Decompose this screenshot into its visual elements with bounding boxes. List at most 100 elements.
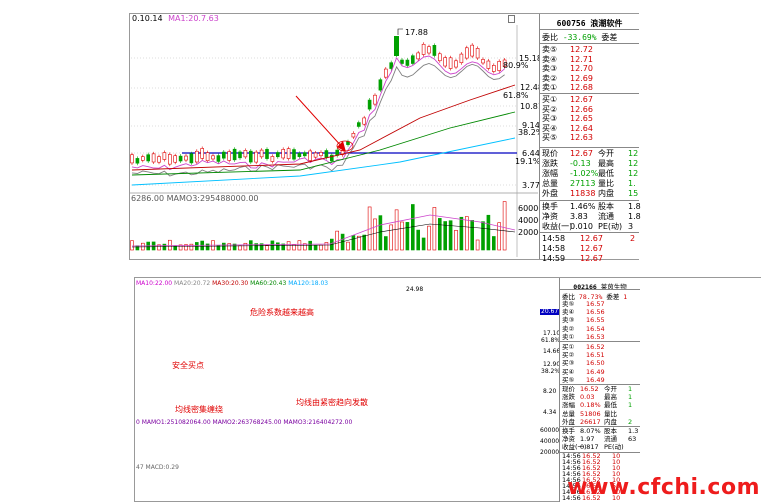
bottom-weicha-value: 1: [623, 293, 628, 301]
bottom-axis-label-6: 8.20: [543, 388, 557, 395]
top-candle: [432, 45, 437, 56]
bottom-tick-price: 16.52: [582, 482, 601, 490]
top-stock-code: 600756: [556, 19, 586, 28]
top-weicha-label: 委差: [601, 33, 618, 42]
top-candle: [184, 155, 188, 161]
top-vol-axis-1: 40000: [518, 216, 544, 225]
top-volume-bar: [319, 244, 323, 251]
bottom-peak-price: 24.98: [406, 286, 424, 293]
top-candle: [265, 148, 269, 159]
top-volume-bar: [502, 201, 507, 251]
bottom-tick-vol: 10: [612, 470, 621, 478]
top-candle: [324, 150, 329, 158]
top-weibi-value: -33.69%: [562, 33, 597, 42]
top-volume-bar: [356, 235, 361, 251]
bottom-stock-code: 002166: [573, 283, 597, 291]
bottom-buy-price: 16.50: [586, 359, 605, 368]
top-volume-bar: [168, 239, 172, 251]
top-candle: [146, 154, 150, 162]
bottom-weibi-value: 78.73%: [578, 293, 603, 301]
top-axis-label-1: 80.9%: [503, 61, 529, 70]
top-candle: [470, 44, 475, 57]
top-stat2-label2: 股本: [598, 202, 614, 211]
top-volume-bar: [475, 239, 480, 251]
top-volume-bar: [157, 244, 161, 251]
top-sell-row: 卖① 12.68: [540, 83, 639, 93]
top-red-circle: [336, 140, 354, 152]
bottom-weibi-label: 委比: [562, 293, 575, 301]
bottom-weicha-label: 委差: [606, 293, 620, 301]
bottom-sell-row: 卖⑤ 16.57: [560, 300, 640, 308]
bottom-tick-vol: 10: [612, 452, 621, 460]
bottom-tick-price: 16.52: [582, 476, 601, 484]
top-candle: [297, 153, 302, 157]
bottom-ma-value-0: MA10:22.00: [136, 280, 173, 287]
bottom-sell-label: 卖③: [562, 316, 575, 325]
bottom-tick-time: 14:56: [562, 464, 581, 472]
top-candle: [270, 156, 275, 162]
top-stat-row: 外盘 11838 内盘 15: [540, 189, 639, 199]
top-volume-bar: [286, 241, 291, 251]
top-candle: [378, 79, 383, 91]
bottom-buy-price: 16.49: [586, 367, 605, 376]
bottom-tick-time: 14:56: [562, 458, 581, 466]
top-axis-label-2: 12.48: [520, 83, 543, 92]
bottom-ma-value-1: MA20:20.72: [174, 280, 211, 287]
bottom-tick-price: 16.52: [582, 494, 601, 502]
top-stat-row: 涨跌 -0.13 最高 12: [540, 159, 639, 169]
top-candle: [383, 68, 388, 78]
top-volume-bar: [249, 240, 253, 251]
top-candle: [205, 152, 210, 162]
top-volume-bar: [410, 204, 415, 251]
bottom-quote-panel: 002166 莱茵生物 委比 78.73% 委差 1 卖⑤ 16.57 卖④ 16.5…: [559, 278, 761, 502]
top-sell-label: 卖③: [542, 64, 558, 74]
top-candle: [157, 156, 161, 163]
top-ma-value-0: 0.10.14: [132, 14, 163, 23]
top-volume-bar: [459, 216, 464, 251]
top-candle: [222, 151, 226, 159]
top-volume-bar: [378, 215, 383, 251]
bottom-vol-axis-2: 20000: [540, 449, 560, 456]
top-volume-bar: [486, 214, 491, 251]
bottom-tick-vol: 10: [612, 494, 621, 502]
annotation-weixian: 危险系数越来越高: [250, 308, 314, 317]
bottom-tick-price: 16.52: [582, 488, 601, 496]
top-volume-bar: [394, 209, 399, 251]
top-stat2-value2: 1.8: [628, 212, 641, 221]
top-buy-row: 买④ 12.64: [540, 124, 639, 134]
bottom-tick-row: 14:56 16.52 10: [560, 458, 640, 466]
top-sell-label: 卖④: [542, 54, 558, 64]
top-scroll-button[interactable]: [508, 15, 515, 23]
top-volume-bar: [205, 243, 210, 251]
bottom-sell-row: 卖① 16.53: [560, 333, 640, 341]
top-sell-label: 卖⑤: [542, 45, 558, 54]
top-candle: [351, 133, 356, 138]
top-tick-price: 12.67: [580, 244, 603, 253]
top-candle: [400, 59, 404, 64]
annotation-mijilv: 均线密集缠绕: [175, 405, 223, 414]
bottom-sell-row: 卖③ 16.55: [560, 316, 640, 324]
bottom-tick-vol: 10: [612, 476, 621, 484]
top-stat-value: -0.13: [570, 159, 591, 168]
top-candle: [416, 52, 421, 60]
top-stat2-row: 换手 1.46% 股本 1.8: [540, 202, 641, 212]
top-stat-value2: 12: [628, 159, 639, 168]
top-volume-bar: [400, 221, 404, 251]
top-candle: [421, 43, 426, 55]
top-axis-label-9: 3.77: [522, 181, 540, 190]
top-volume-bar: [443, 221, 448, 251]
top-candle: [200, 148, 204, 159]
bottom-tick-row: 14:56 16.52 50: [560, 482, 640, 490]
bottom-ma-value-2: MA30:20.30: [212, 280, 249, 287]
top-tick-row: 14:58 12.67: [540, 244, 639, 254]
top-volume-bar: [362, 234, 367, 251]
top-buy-label: 买④: [542, 123, 558, 133]
top-stat-row: 现价 12.67 今开 12: [540, 149, 639, 159]
top-volume-bar: [232, 243, 237, 251]
top-ma5-line: [131, 55, 505, 171]
top-candle: [130, 154, 134, 164]
top-weibi-label: 委比: [542, 33, 558, 42]
top-stat2-label2: PE(动): [598, 222, 623, 231]
top-candle: [211, 155, 215, 160]
bottom-tick-row: 14:56 16.52 10: [560, 488, 640, 496]
